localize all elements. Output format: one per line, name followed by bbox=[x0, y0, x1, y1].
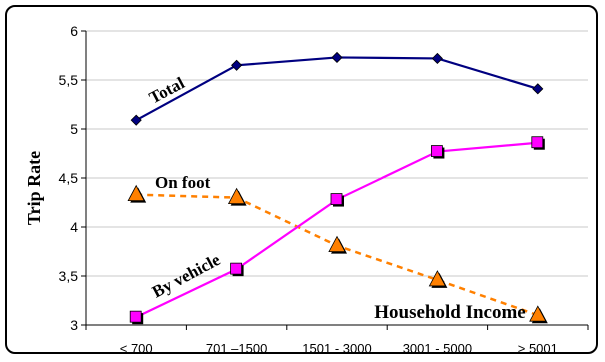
x-tick-label: < 700 bbox=[120, 341, 153, 356]
x-tick-label: > 5001 bbox=[518, 341, 558, 356]
y-tick-label: 3,5 bbox=[59, 268, 79, 284]
point-total bbox=[130, 114, 142, 126]
point-total bbox=[532, 83, 544, 95]
y-tick-label: 5 bbox=[70, 121, 78, 137]
point-by-vehicle bbox=[531, 136, 544, 149]
series-label-on-foot: On foot bbox=[155, 173, 211, 192]
point-by-vehicle bbox=[129, 310, 142, 323]
x-tick-label: 3001 - 5000 bbox=[403, 341, 472, 356]
x-tick-label: 701 –1500 bbox=[206, 341, 267, 356]
y-tick-label: 4,5 bbox=[59, 170, 79, 186]
point-total bbox=[431, 52, 443, 65]
point-on-foot bbox=[529, 305, 547, 322]
series-line-total bbox=[135, 56, 539, 122]
point-by-vehicle bbox=[430, 145, 443, 157]
point-by-vehicle bbox=[330, 193, 343, 205]
y-tick-label: 4 bbox=[70, 219, 78, 235]
x-tick-labels: < 700 701 –1500 1501 - 3000 3001 - 5000 > 50… bbox=[120, 341, 558, 356]
chart-frame bbox=[5, 5, 598, 354]
point-by-vehicle bbox=[230, 262, 243, 275]
point-total bbox=[231, 59, 243, 71]
point-total bbox=[331, 51, 343, 64]
x-tick-label: 1501 - 3000 bbox=[302, 341, 371, 356]
gridlines bbox=[86, 30, 588, 277]
point-on-foot bbox=[227, 187, 246, 205]
series-markers bbox=[127, 51, 548, 325]
y-tick-label: 3 bbox=[70, 317, 78, 333]
series-line-on-foot bbox=[136, 193, 539, 317]
series-line-by-vehicle bbox=[135, 141, 538, 319]
y-tick-label: 6 bbox=[70, 23, 78, 39]
y-tick-labels: 3 3,5 4 4,5 5 5,5 6 bbox=[59, 23, 79, 333]
x-axis-label: Household Income bbox=[374, 302, 526, 323]
point-on-foot bbox=[428, 270, 447, 287]
axes bbox=[81, 30, 589, 330]
point-on-foot bbox=[127, 184, 145, 202]
y-tick-label: 5,5 bbox=[59, 72, 79, 88]
y-axis-label: Trip Rate bbox=[24, 151, 44, 225]
point-on-foot bbox=[328, 235, 346, 253]
